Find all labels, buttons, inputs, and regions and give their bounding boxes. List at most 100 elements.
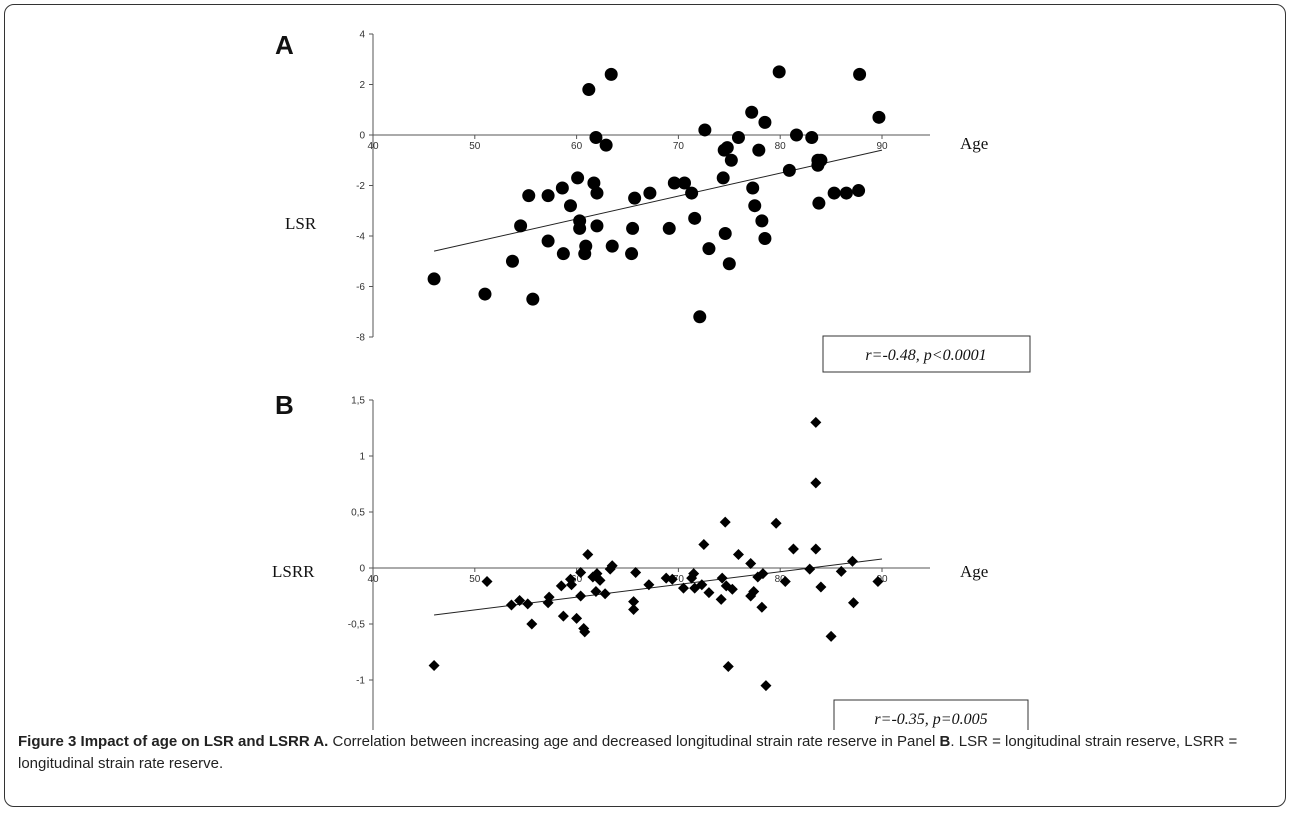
panel-a-point: [626, 221, 640, 235]
panel-a-y-tick-label: -4: [356, 232, 365, 243]
panel-a-point: [745, 105, 759, 119]
panel-a-point: [755, 214, 769, 228]
panel-b-point: [726, 583, 738, 595]
panel-b-point: [666, 573, 678, 585]
panel-a-point: [722, 257, 736, 271]
panel-a-point: [688, 211, 702, 225]
panel-a-point: [678, 176, 692, 190]
panel-a-point: [605, 239, 619, 253]
panel-b-point: [628, 596, 640, 608]
panel-a-point: [599, 138, 613, 152]
caption-title: Impact of age on LSR and LSRR A.: [80, 733, 329, 750]
panel-b-y-tick-label: 1,5: [351, 396, 365, 407]
panel-b-point: [696, 579, 708, 591]
panel-a-point: [643, 186, 657, 200]
panel-a-point: [571, 171, 585, 185]
panel-b-point: [757, 568, 769, 580]
panel-a-point: [573, 214, 587, 228]
panel-b-point: [719, 516, 731, 528]
panel-b-point: [688, 568, 700, 580]
panel-b-point: [779, 575, 791, 587]
panel-b-annotation: r=-0.35, p=0.005: [874, 711, 987, 728]
panel-a-point: [827, 186, 841, 200]
panel-b-point: [810, 543, 822, 555]
panel-a-point: [748, 199, 762, 213]
panel-b-letter: B: [275, 390, 294, 420]
panel-b-point: [590, 586, 602, 598]
panel-a-point: [746, 181, 760, 195]
panel-a-point: [590, 186, 604, 200]
panel-a-point: [693, 310, 707, 324]
panel-a-point: [685, 186, 699, 200]
panel-b-y-tick-label: 0: [359, 564, 365, 575]
panel-b-point: [745, 558, 757, 570]
panel-b-point: [571, 612, 583, 624]
panel-b-point: [748, 586, 760, 598]
panel-a-point: [587, 176, 601, 190]
panel-a-point: [789, 128, 803, 142]
panel-b-point: [628, 603, 640, 615]
panel-a-y-tick-label: 2: [359, 80, 365, 91]
panel-b-point: [543, 591, 555, 603]
panel-a-point: [852, 184, 866, 198]
panel-a-point: [752, 143, 766, 157]
panel-b-point: [575, 566, 587, 578]
panel-b-x-tick-label: 50: [469, 574, 481, 585]
panel-b-point: [703, 587, 715, 599]
panel-a-point: [427, 272, 441, 286]
caption-text-2: . LSR = longitudinal strain reserve, LSR…: [18, 733, 1238, 772]
panel-a-x-tick-label: 80: [775, 141, 787, 152]
panel-a-y-tick-label: 4: [359, 30, 365, 41]
panel-b-point: [599, 588, 611, 600]
panel-a-point: [872, 110, 886, 124]
panel-a-point: [478, 287, 492, 301]
panel-a-point: [579, 239, 593, 253]
panel-a-point: [555, 181, 569, 195]
panel-b-point: [804, 563, 816, 575]
panel-a-point: [563, 199, 577, 213]
panel-b-point: [526, 618, 538, 630]
panel-b-point: [732, 549, 744, 561]
panel-a-point: [772, 65, 786, 79]
caption-label: Figure 3: [18, 733, 77, 750]
panel-a-point: [522, 189, 536, 203]
panel-b-point: [643, 579, 655, 591]
panel-b-point: [715, 593, 727, 605]
panel-b-point: [716, 572, 728, 584]
caption-panel-ref: B: [939, 733, 951, 750]
panel-a-annotation: r=-0.48, p<0.0001: [865, 347, 986, 364]
panel-b-point: [810, 416, 822, 428]
panel-a-point: [812, 196, 826, 210]
panel-b-point: [594, 574, 606, 586]
panel-b-y-tick-label: 0,5: [351, 508, 365, 519]
panel-b-point: [872, 575, 884, 587]
panel-b-point: [579, 626, 591, 638]
panel-a-point: [724, 153, 738, 167]
panel-b-annotation-box: [833, 699, 1029, 730]
panel-b-point: [677, 582, 689, 594]
panel-b-point: [810, 477, 822, 489]
panel-b-x-tick-label: 40: [367, 574, 379, 585]
panel-a-x-tick-label: 40: [367, 141, 379, 152]
figure-caption: Figure 3 Impact of age on LSR and LSRR A…: [18, 731, 1280, 775]
panel-a-annotation-box: [822, 335, 1031, 373]
panel-b-point: [630, 566, 642, 578]
panel-b-x-tick-label: 80: [775, 574, 787, 585]
panel-b-y-tick-label: -0,5: [348, 620, 366, 631]
panel-b-point: [756, 601, 768, 613]
panel-b-point: [698, 538, 710, 550]
panel-b-point: [575, 590, 587, 602]
panel-a-point: [698, 123, 712, 137]
panel-b-point: [555, 580, 567, 592]
panel-b-point: [428, 659, 440, 671]
panel-b-point: [835, 565, 847, 577]
panel-a-point: [541, 234, 555, 248]
panel-b-y-tick-label: 1: [359, 452, 365, 463]
caption-text-1: Correlation between increasing age and d…: [328, 733, 940, 750]
panel-a-point: [814, 153, 828, 167]
panel-a-point: [853, 67, 867, 81]
panel-a-point: [662, 221, 676, 235]
panel-a-point: [718, 226, 732, 240]
panel-a-x-tick-label: 60: [571, 141, 583, 152]
panel-a-point: [582, 83, 596, 97]
